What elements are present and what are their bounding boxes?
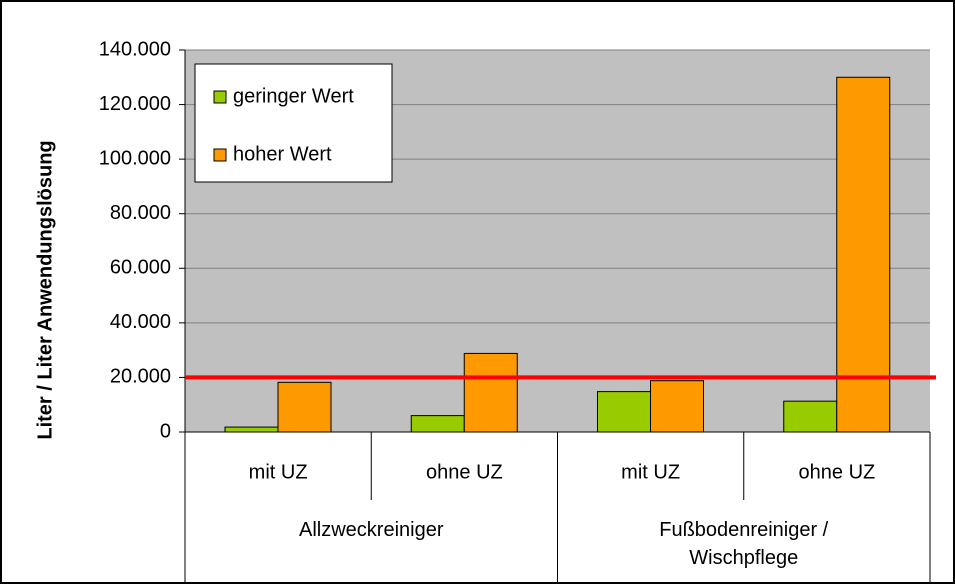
y-axis-title: Liter / Liter Anwendungslösung <box>34 140 56 439</box>
legend-label: hoher Wert <box>233 143 332 165</box>
bar <box>463 352 518 433</box>
y-tick-label: 140.000 <box>99 38 171 60</box>
legend-swatch <box>213 148 227 162</box>
group-label: Allzweckreiniger <box>299 519 444 541</box>
x-tick-label: ohne UZ <box>426 461 503 483</box>
group-label: Fußbodenreiniger / Wischpflege <box>659 519 829 569</box>
x-tick-label: mit UZ <box>621 461 680 483</box>
bar <box>836 76 891 433</box>
y-tick-label: 40.000 <box>110 311 171 333</box>
legend-label: geringer Wert <box>233 85 354 107</box>
bar <box>597 391 651 433</box>
x-tick-label: ohne UZ <box>799 461 876 483</box>
y-tick-label: 80.000 <box>110 202 171 224</box>
x-tick-label: mit UZ <box>249 461 308 483</box>
y-tick-label: 60.000 <box>110 257 171 279</box>
bar <box>277 381 332 433</box>
legend-swatch <box>213 90 227 104</box>
bar <box>224 426 279 433</box>
legend <box>194 63 393 183</box>
bar <box>410 415 465 433</box>
y-tick-label: 100.000 <box>99 147 171 169</box>
bar <box>650 380 704 433</box>
y-tick-label: 120.000 <box>99 93 171 115</box>
bar <box>783 400 838 433</box>
y-tick-label: 20.000 <box>110 366 171 388</box>
y-tick-label: 0 <box>160 420 171 442</box>
